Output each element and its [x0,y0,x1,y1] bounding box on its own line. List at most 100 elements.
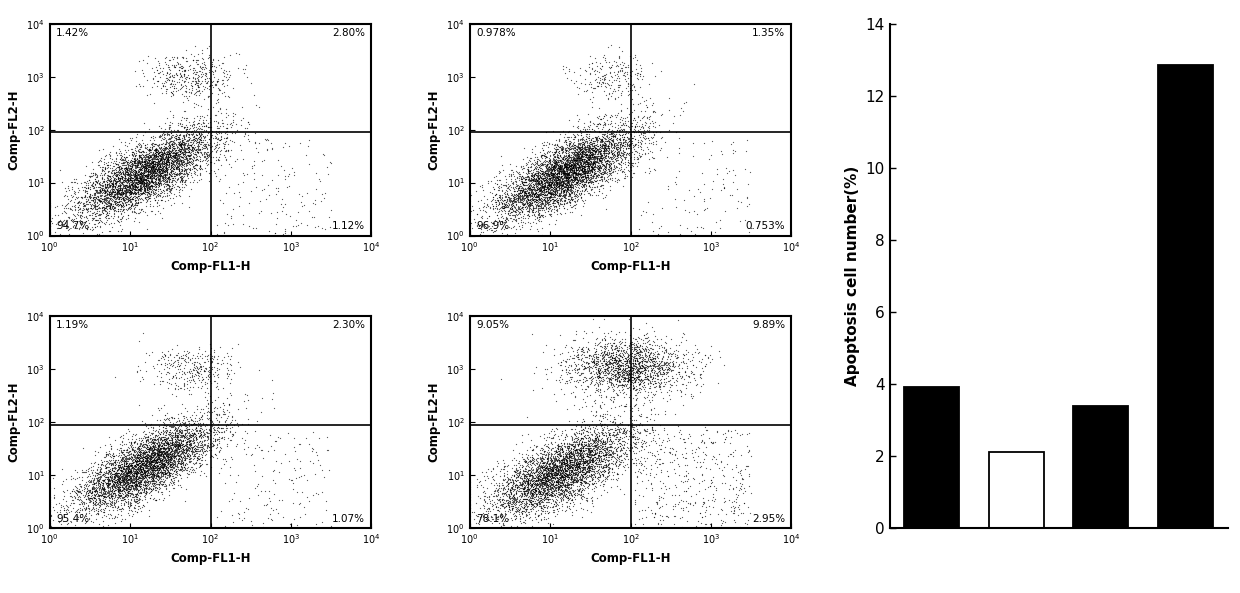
Point [166,445,186,455]
Point [110,476,130,486]
Point [613,134,632,144]
Point [186,425,206,435]
Point [157,129,177,138]
Point [104,470,124,479]
Point [139,124,159,133]
Point [506,204,526,213]
Point [528,208,548,217]
Point [131,151,151,160]
Point [472,211,492,221]
Point [564,381,584,390]
Point [114,461,134,471]
Point [133,170,153,180]
Point [186,401,206,411]
Point [552,149,572,158]
Point [123,464,143,473]
Point [497,229,517,238]
Point [604,430,624,439]
Point [108,490,128,499]
Point [77,186,97,196]
Point [124,503,144,513]
Point [645,368,665,378]
Point [120,186,140,196]
Point [583,450,603,460]
Point [549,162,569,171]
Point [136,175,156,184]
Point [138,480,157,490]
Point [124,438,144,447]
Point [599,144,619,153]
Point [153,165,172,175]
Point [141,452,161,461]
Point [534,458,554,468]
Point [498,479,518,489]
Point [109,490,129,499]
Point [547,477,567,487]
Point [549,448,569,458]
Point [100,486,120,495]
Point [511,212,531,222]
Point [639,79,658,88]
Point [562,157,582,167]
Point [117,469,136,479]
Point [188,364,208,373]
Point [553,154,573,164]
Point [579,161,599,171]
Point [144,461,164,470]
Point [130,483,150,492]
Point [601,128,621,138]
Point [72,192,92,202]
Point [528,202,548,211]
Point [494,499,513,508]
Point [558,153,578,162]
Point [131,159,151,168]
Point [563,177,583,187]
Point [138,180,157,190]
Point [129,442,149,452]
Point [62,184,82,193]
Point [161,469,181,479]
Point [110,173,130,182]
Point [629,154,649,163]
Point [567,159,587,168]
Point [129,193,149,203]
Point [67,198,87,208]
Point [569,168,589,178]
Point [552,484,572,494]
Point [192,64,212,74]
Point [537,480,557,490]
Point [599,446,619,455]
Point [160,415,180,425]
Point [130,447,150,457]
Point [619,362,639,371]
Point [565,440,585,449]
Point [593,470,613,480]
Point [539,191,559,200]
Point [567,170,587,180]
Point [100,191,120,200]
Point [622,447,642,456]
Point [149,442,169,452]
Point [218,365,238,375]
Point [95,494,115,503]
Point [78,498,98,507]
Point [177,160,197,169]
Point [546,158,565,167]
Point [507,483,527,493]
Point [551,455,570,464]
Point [153,213,172,222]
Point [477,464,497,474]
Point [159,451,179,461]
Point [185,442,205,451]
Point [556,172,575,181]
Point [526,191,546,200]
Point [518,157,538,167]
Point [547,178,567,188]
Point [583,484,603,493]
Point [138,466,157,476]
Point [171,156,191,165]
Point [40,200,60,210]
Point [109,192,129,202]
Point [502,165,522,174]
Point [544,179,564,189]
